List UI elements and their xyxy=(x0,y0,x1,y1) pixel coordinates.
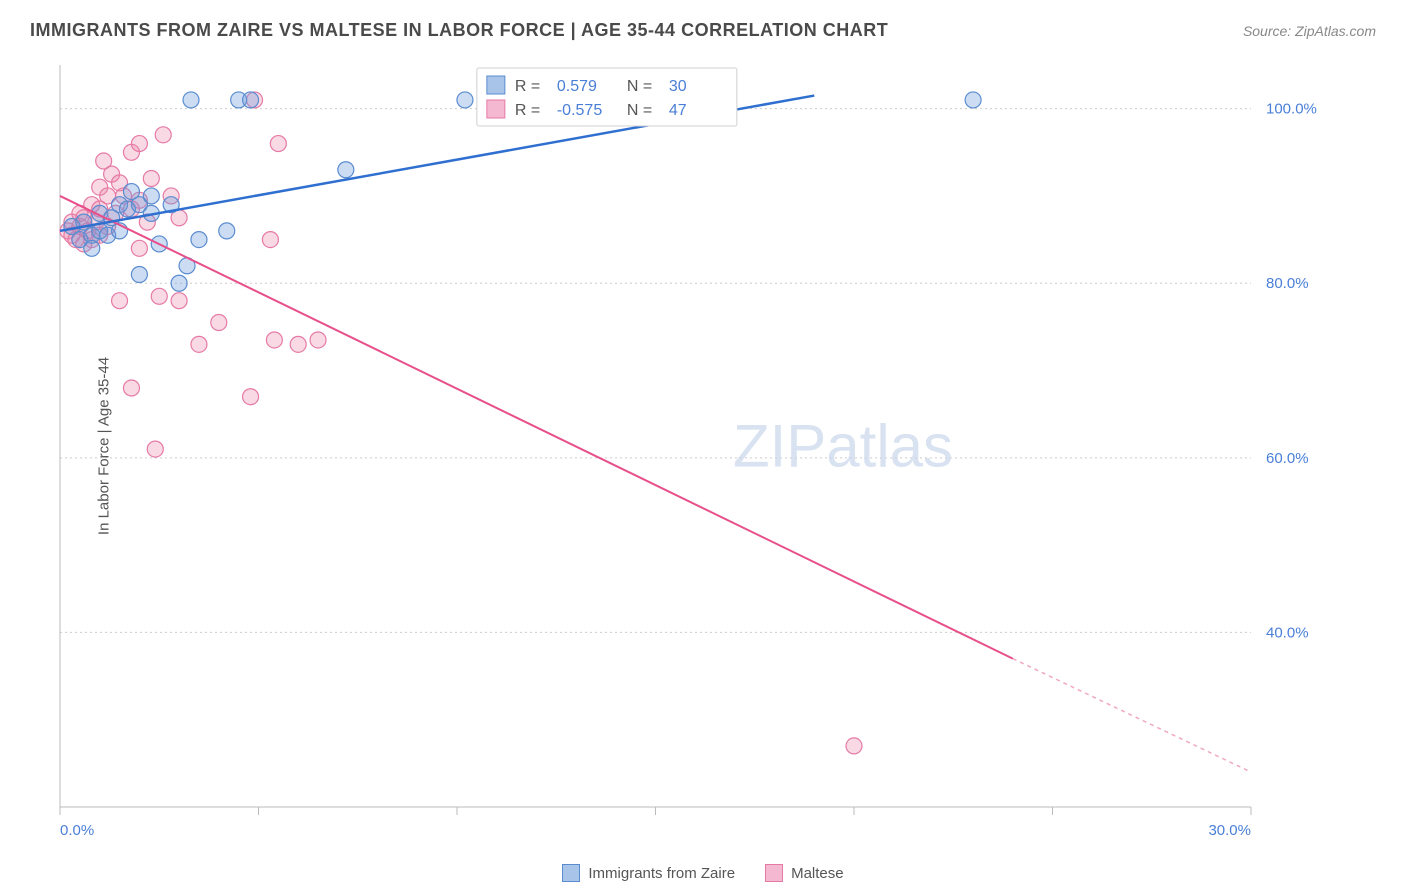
chart-container: 40.0% 60.0% 80.0% 100.0% 0.0% 30.0% ZIPatlas R … xyxy=(55,60,1326,842)
svg-text:N =: N = xyxy=(627,102,652,119)
bottom-legend: Immigrants from Zaire Maltese xyxy=(0,864,1406,882)
scatter-plot: 40.0% 60.0% 80.0% 100.0% 0.0% 30.0% ZIPatlas R … xyxy=(55,60,1326,842)
legend-label-zaire: Immigrants from Zaire xyxy=(588,865,735,882)
svg-text:R =: R = xyxy=(515,102,540,119)
legend-item-zaire: Immigrants from Zaire xyxy=(562,864,735,882)
legend-label-maltese: Maltese xyxy=(791,865,844,882)
svg-text:60.0%: 60.0% xyxy=(1266,450,1309,467)
svg-text:30: 30 xyxy=(669,78,687,95)
svg-text:ZIPatlas: ZIPatlas xyxy=(733,413,953,480)
svg-text:30.0%: 30.0% xyxy=(1208,822,1251,839)
legend-item-maltese: Maltese xyxy=(765,864,844,882)
svg-text:47: 47 xyxy=(669,102,687,119)
chart-header: IMMIGRANTS FROM ZAIRE VS MALTESE IN LABO… xyxy=(0,0,1406,51)
svg-text:0.0%: 0.0% xyxy=(60,822,94,839)
svg-text:80.0%: 80.0% xyxy=(1266,275,1309,292)
svg-text:40.0%: 40.0% xyxy=(1266,624,1309,641)
chart-title: IMMIGRANTS FROM ZAIRE VS MALTESE IN LABO… xyxy=(30,20,888,41)
svg-text:100.0%: 100.0% xyxy=(1266,101,1317,118)
legend-swatch-zaire xyxy=(562,864,580,882)
svg-text:0.579: 0.579 xyxy=(557,78,597,95)
legend-swatch-maltese xyxy=(765,864,783,882)
svg-text:N =: N = xyxy=(627,78,652,95)
svg-text:-0.575: -0.575 xyxy=(557,102,602,119)
chart-source: Source: ZipAtlas.com xyxy=(1243,23,1376,39)
svg-text:R =: R = xyxy=(515,78,540,95)
